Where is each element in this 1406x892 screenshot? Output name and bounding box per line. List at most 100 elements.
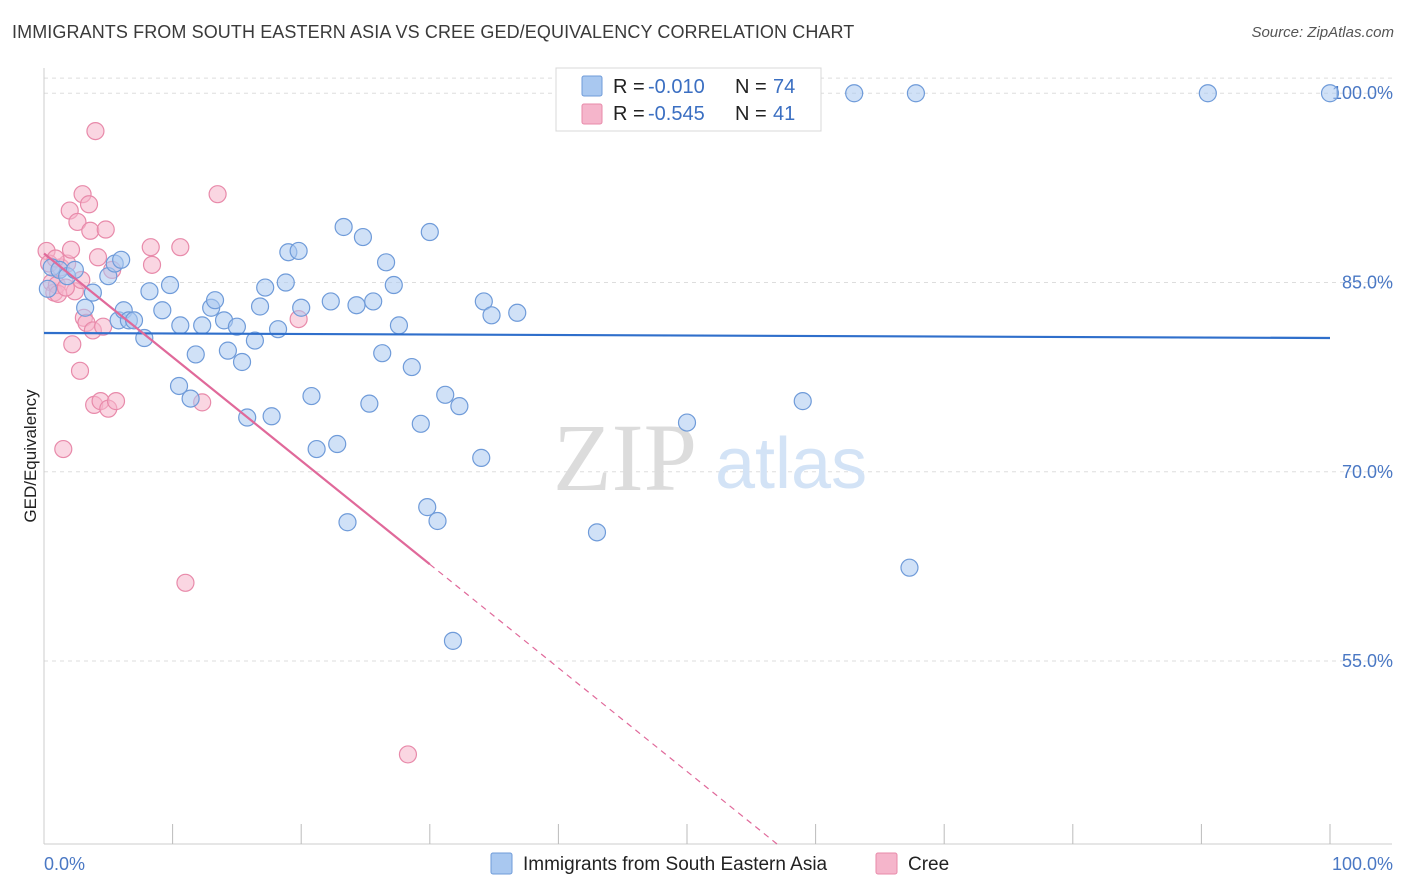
sea-point-69 xyxy=(900,558,919,577)
cree-point-12 xyxy=(70,361,90,380)
sea-point-34 xyxy=(268,320,288,339)
x-tick-label-0: 0.0% xyxy=(44,854,85,874)
sea-point-65 xyxy=(587,523,607,542)
sea-point-37 xyxy=(289,241,308,261)
sea-point-4 xyxy=(65,260,84,279)
y-tick-label-3: 100.0% xyxy=(1332,83,1393,103)
legend: R = -0.010 N = 74 R = -0.545 N = 41 xyxy=(555,67,822,132)
legend-n-label-0: N = xyxy=(735,76,767,98)
sea-point-49 xyxy=(373,344,392,363)
cree-point-35 xyxy=(398,745,418,764)
sea-point-19 xyxy=(171,316,190,335)
sea-point-71 xyxy=(1198,84,1217,103)
legend-r-label-0: R = xyxy=(613,76,645,98)
legend-r-label-1: R = xyxy=(613,103,645,125)
legend-n-label-1: N = xyxy=(735,103,767,125)
bottom-legend-swatch-pink xyxy=(875,852,898,875)
pink-trendline-extension xyxy=(429,563,778,845)
watermark-zip: ZIP xyxy=(553,404,697,511)
sea-point-35 xyxy=(276,273,295,292)
sea-point-62 xyxy=(474,292,493,311)
sea-point-41 xyxy=(321,292,340,311)
cree-point-20 xyxy=(86,121,105,141)
cree-point-16 xyxy=(79,195,99,214)
sea-point-21 xyxy=(186,345,205,364)
sea-point-17 xyxy=(160,275,180,295)
y-axis-label: GED/Equivalency xyxy=(21,389,40,523)
sea-point-40 xyxy=(307,439,326,459)
cree-point-39 xyxy=(61,240,81,259)
y-tick-label-2: 85.0% xyxy=(1342,273,1393,293)
sea-point-24 xyxy=(205,291,225,310)
cree-point-11 xyxy=(68,212,87,232)
cree-point-17 xyxy=(81,221,100,240)
cree-points xyxy=(37,121,418,764)
cree-point-28 xyxy=(141,238,160,257)
y-tick-labels: 55.0% 70.0% 85.0% 100.0% xyxy=(1332,83,1393,671)
cree-point-6 xyxy=(54,439,73,459)
blue-trendline xyxy=(43,331,1331,340)
cree-point-24 xyxy=(96,220,115,239)
sea-point-72 xyxy=(1320,84,1340,103)
sea-point-55 xyxy=(418,498,437,517)
sea-point-46 xyxy=(353,227,373,247)
cree-point-23 xyxy=(94,317,113,336)
watermark: ZIP atlas xyxy=(553,404,867,511)
sea-point-42 xyxy=(328,434,347,454)
axes xyxy=(43,68,1392,845)
sea-point-58 xyxy=(436,385,455,404)
sea-point-48 xyxy=(364,292,383,311)
sea-point-22 xyxy=(193,316,212,335)
cree-point-33 xyxy=(208,185,227,204)
cree-point-9 xyxy=(63,335,82,354)
sea-point-61 xyxy=(472,448,491,467)
sea-point-50 xyxy=(376,253,396,272)
sea-point-27 xyxy=(227,317,246,336)
sea-point-20 xyxy=(181,389,200,408)
sea-point-38 xyxy=(292,298,311,317)
legend-n-value-0: 74 xyxy=(773,76,795,98)
cree-point-31 xyxy=(176,573,195,592)
legend-r-value-0: -0.010 xyxy=(648,76,705,98)
sea-point-63 xyxy=(482,306,501,325)
legend-swatch-blue xyxy=(581,75,603,97)
cree-point-27 xyxy=(106,392,126,411)
sea-point-51 xyxy=(384,275,403,295)
cree-point-29 xyxy=(142,255,162,274)
sea-point-70 xyxy=(906,84,926,103)
cree-point-30 xyxy=(171,238,190,257)
bottom-legend-label-1: Cree xyxy=(908,854,949,875)
source-credit: Source: ZipAtlas.com xyxy=(1251,24,1394,41)
sea-point-18 xyxy=(169,376,189,396)
sea-point-66 xyxy=(677,413,697,432)
sea-point-26 xyxy=(218,341,237,360)
sea-point-56 xyxy=(420,222,439,242)
y-tick-label-0: 55.0% xyxy=(1342,651,1393,671)
bottom-legend-label-0: Immigrants from South Eastern Asia xyxy=(523,854,828,875)
x-tick-label-1: 100.0% xyxy=(1332,854,1393,874)
sea-point-68 xyxy=(845,84,864,103)
sea-point-16 xyxy=(153,301,172,320)
trendlines xyxy=(43,252,1331,845)
legend-r-value-1: -0.545 xyxy=(648,103,705,125)
y-tick-label-1: 70.0% xyxy=(1342,462,1393,482)
sea-point-32 xyxy=(256,278,275,297)
pink-trendline xyxy=(43,252,431,566)
sea-points xyxy=(38,84,1340,650)
sea-point-43 xyxy=(334,217,353,237)
sea-point-0 xyxy=(38,279,57,298)
sea-point-44 xyxy=(338,513,357,532)
sea-point-47 xyxy=(360,394,379,413)
sea-point-52 xyxy=(389,316,409,335)
chart-title: IMMIGRANTS FROM SOUTH EASTERN ASIA VS CR… xyxy=(12,22,855,42)
sea-point-5 xyxy=(76,298,95,317)
sea-point-33 xyxy=(262,407,281,426)
sea-point-9 xyxy=(112,250,131,269)
bottom-legend-swatch-blue xyxy=(490,852,513,875)
sea-point-30 xyxy=(245,331,265,350)
sea-point-45 xyxy=(347,296,366,315)
watermark-atlas: atlas xyxy=(715,424,867,504)
sea-point-67 xyxy=(793,392,812,411)
x-tick-labels: 0.0% 100.0% xyxy=(44,854,1393,874)
